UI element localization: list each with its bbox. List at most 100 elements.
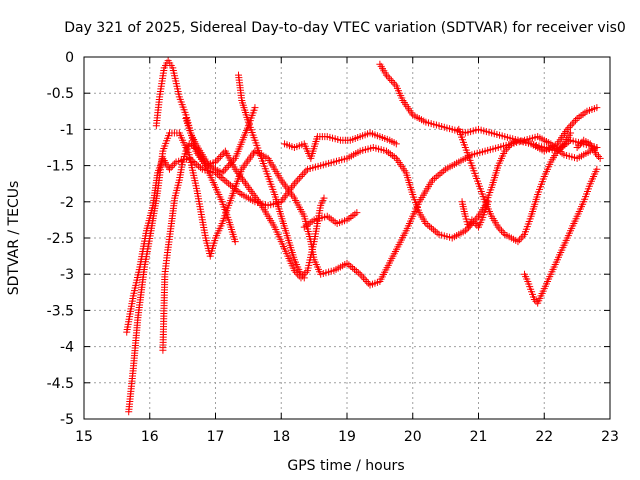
data-point: [216, 153, 224, 161]
data-point: [530, 296, 538, 304]
y-tick-label: -2.5: [47, 231, 74, 247]
data-point: [170, 160, 178, 168]
data-point: [300, 274, 308, 282]
y-tick-label: -3: [60, 267, 74, 283]
data-point: [470, 218, 478, 226]
data-point: [575, 142, 583, 150]
y-tick-label: 0: [65, 50, 74, 66]
data-point: [501, 147, 509, 155]
data-point: [218, 151, 226, 159]
data-point: [514, 238, 522, 246]
data-point: [302, 167, 310, 175]
y-tick-label: -3.5: [47, 303, 74, 319]
data-point: [231, 238, 239, 246]
data-point: [516, 236, 524, 244]
data-point: [290, 267, 298, 275]
data-point: [593, 104, 601, 112]
data-point: [297, 172, 305, 180]
y-axis-label: SDTVAR / TECUs: [6, 181, 22, 296]
data-point: [499, 229, 507, 237]
plot-frame: [83, 56, 611, 420]
data-point: [496, 225, 504, 233]
data-point: [593, 151, 601, 159]
data-point: [230, 156, 238, 164]
data-point: [364, 279, 372, 287]
data-point: [251, 104, 259, 112]
series-track-9: [376, 60, 601, 155]
data-point: [463, 225, 471, 233]
data-point: [578, 138, 586, 146]
data-point: [567, 129, 575, 137]
data-point: [363, 277, 371, 285]
y-tick-label: -5: [60, 412, 74, 428]
series-track-11: [458, 198, 492, 231]
series-track-10: [455, 125, 575, 246]
data-point: [290, 180, 298, 188]
series-track-5: [235, 71, 308, 282]
data-point: [596, 154, 604, 162]
data-point: [594, 153, 602, 161]
data-point: [223, 163, 231, 171]
data-point: [295, 174, 303, 182]
data-point: [320, 194, 328, 202]
series-track-2: [123, 104, 601, 336]
x-tick-labels: 15 16 17 18 19 20 21 22 23: [75, 429, 619, 445]
x-axis-label: GPS time / hours: [287, 458, 404, 474]
data-point: [353, 209, 361, 217]
data-point: [220, 167, 228, 175]
y-tick-label: -4: [60, 340, 74, 356]
series-track-12: [521, 165, 601, 307]
data-point: [573, 144, 581, 151]
series-track-3: [159, 140, 239, 354]
y-tick-label: -1.5: [47, 159, 74, 175]
data-point: [471, 220, 479, 228]
data-point: [299, 171, 307, 179]
data-point: [167, 163, 175, 171]
series-track-7: [281, 129, 400, 162]
data-point: [558, 142, 566, 150]
data-point: [386, 75, 394, 83]
data-point: [468, 216, 476, 224]
data-point: [384, 73, 392, 81]
data-point: [302, 268, 310, 276]
series-track-8: [300, 209, 361, 231]
x-tick-label: 15: [75, 429, 93, 445]
data-point: [165, 165, 173, 173]
data-point: [228, 158, 236, 166]
data-point: [221, 165, 229, 173]
data-point: [382, 71, 390, 79]
y-tick-label: -2: [60, 195, 74, 211]
data-point: [299, 272, 307, 280]
data-point: [361, 276, 369, 284]
y-tick-label: -4.5: [47, 376, 74, 392]
chart-title: Day 321 of 2025, Sidereal Day-to-day VTE…: [64, 20, 626, 36]
data-point: [292, 178, 300, 186]
data-point: [555, 145, 563, 153]
data-point: [517, 234, 525, 242]
data-point: [576, 140, 584, 148]
series-track-13: [573, 136, 604, 162]
y-tick-label: -0.5: [47, 86, 74, 102]
x-tick-label: 20: [404, 429, 422, 445]
x-tick-label: 23: [601, 429, 619, 445]
data-point: [563, 125, 571, 133]
data-point: [570, 118, 578, 126]
data-point: [565, 124, 573, 132]
data-point: [225, 162, 233, 170]
data-point: [498, 227, 506, 235]
data-point: [169, 162, 177, 170]
data-point: [387, 77, 395, 85]
x-tick-label: 16: [141, 429, 159, 445]
data-point: [212, 158, 219, 166]
data-point: [294, 176, 302, 184]
data-point: [593, 165, 601, 173]
x-tick-label: 17: [207, 429, 225, 445]
data-point: [389, 78, 397, 86]
data-point: [359, 274, 367, 282]
x-tick-label: 22: [535, 429, 553, 445]
data-point: [356, 270, 364, 278]
data-point: [392, 140, 400, 148]
data-point: [215, 154, 223, 162]
